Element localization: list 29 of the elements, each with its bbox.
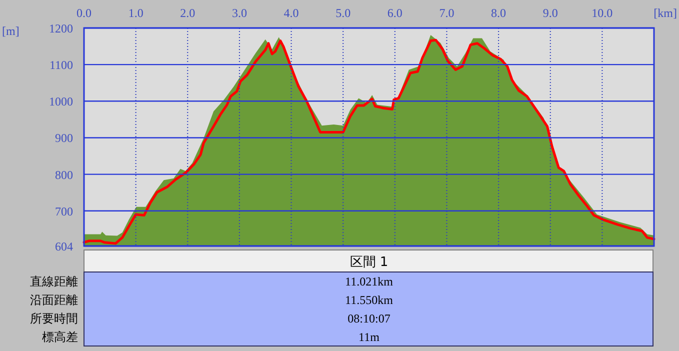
- y-tick-label: 900: [55, 131, 73, 146]
- text: 沿面距離: [30, 293, 78, 307]
- text: 所要時間: [30, 312, 78, 326]
- x-tick-label: 1.0: [128, 6, 144, 20]
- text: 区間 1: [350, 255, 388, 270]
- y-tick-label: 700: [55, 204, 73, 218]
- y-tick-label: 1000: [49, 94, 73, 109]
- x-axis-title: [km]: [654, 6, 677, 20]
- y-tick-label: 800: [55, 168, 73, 182]
- text: 11.550km: [345, 293, 394, 307]
- y-axis-title: [m]: [2, 24, 20, 38]
- x-tick-label: 4.0: [284, 6, 299, 20]
- x-tick-label: 0.0: [76, 6, 92, 20]
- x-tick-label: 7.0: [439, 6, 454, 20]
- x-tick-label: 9.0: [542, 6, 558, 20]
- text: 標高差: [42, 330, 78, 344]
- x-tick-label: 3.0: [232, 6, 247, 20]
- text: 直線距離: [30, 274, 78, 288]
- y-tick-label: 1200: [49, 22, 73, 36]
- x-tick-label: 10.0: [592, 6, 613, 20]
- x-tick-label: 5.0: [336, 6, 351, 20]
- text: 11.021km: [345, 274, 394, 288]
- x-tick-label: 2.0: [180, 6, 196, 20]
- text: 11m: [358, 330, 380, 344]
- x-tick-label: 8.0: [491, 6, 506, 20]
- x-tick-label: 6.0: [387, 6, 402, 20]
- text: 08:10:07: [348, 312, 390, 326]
- y-tick-label: 604: [55, 240, 73, 254]
- y-tick-label: 1100: [49, 58, 73, 72]
